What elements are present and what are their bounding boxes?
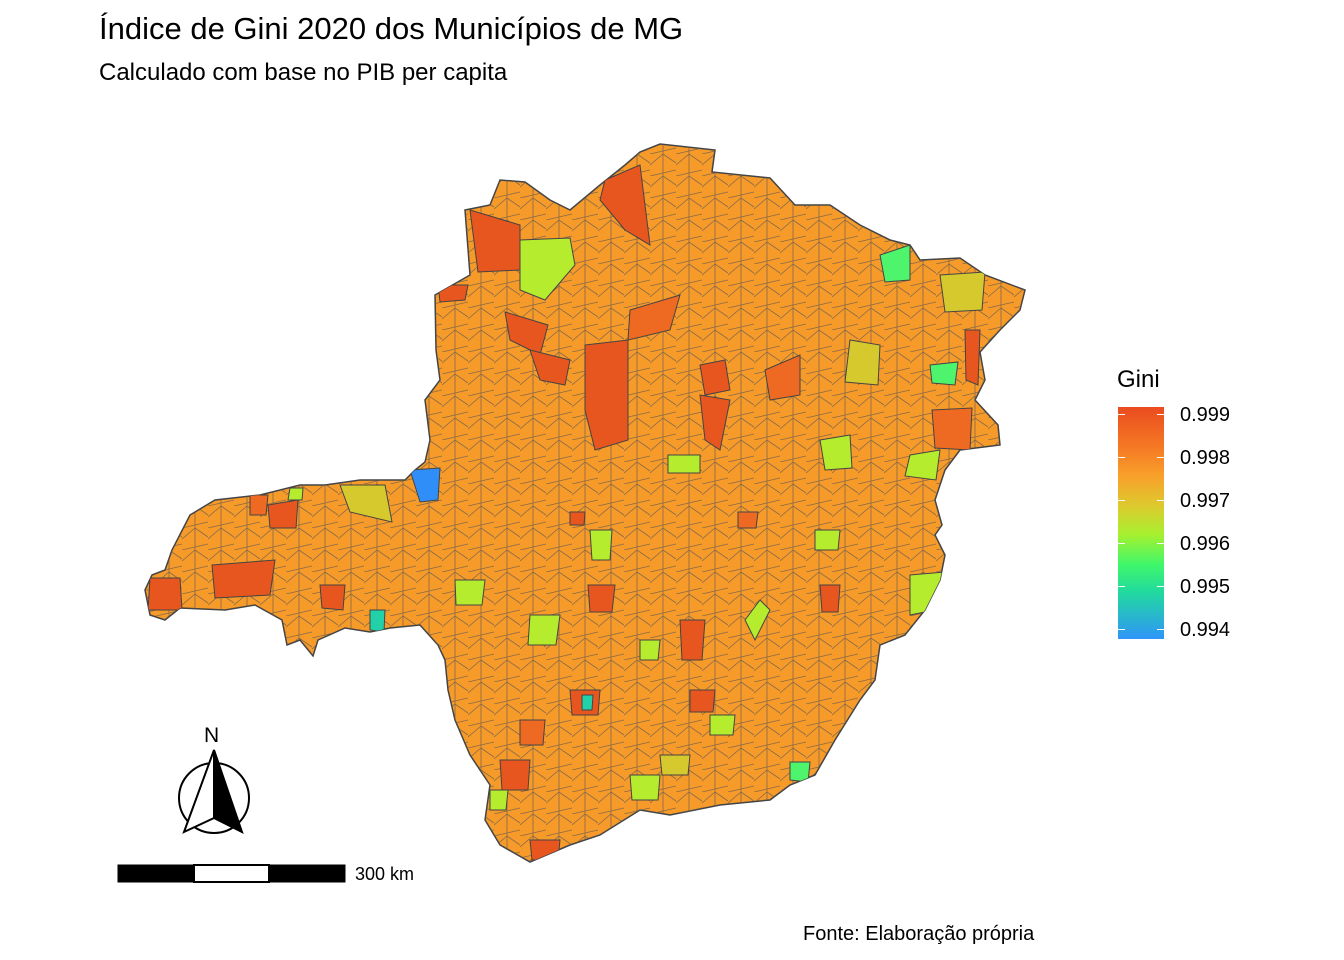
municipality-region — [819, 584, 841, 613]
legend-tick-right — [1157, 457, 1164, 458]
municipality-region — [929, 361, 959, 386]
legend-label: 0.995 — [1180, 576, 1231, 598]
municipality-region — [249, 494, 269, 516]
municipality-region — [939, 271, 986, 313]
municipality-region — [287, 487, 304, 501]
municipality-region — [709, 714, 736, 736]
municipality-region — [529, 349, 571, 386]
municipality-region — [569, 511, 586, 526]
legend-tick-right — [1157, 629, 1164, 630]
municipality-region — [699, 394, 731, 451]
municipality-region — [147, 577, 183, 611]
municipality-region — [599, 164, 651, 246]
north-arrow-icon — [178, 749, 250, 834]
legend-title: Gini — [1117, 366, 1160, 393]
source-caption: Fonte: Elaboração própria — [803, 923, 1035, 945]
municipality-region — [909, 571, 946, 616]
municipality-region — [879, 244, 911, 283]
legend-tick-right — [1157, 543, 1164, 544]
municipality-region — [627, 294, 681, 341]
legend-tick-right — [1157, 500, 1164, 501]
municipality-region — [527, 614, 561, 646]
municipality-region — [844, 339, 881, 386]
municipality-region — [454, 579, 486, 606]
legend-label: 0.998 — [1180, 447, 1231, 469]
municipality-region — [581, 694, 594, 711]
municipality-region — [584, 339, 629, 451]
legend-tick-left — [1118, 500, 1125, 501]
legend-colorbar — [1118, 407, 1164, 639]
municipality-region — [589, 529, 613, 561]
municipality-region — [267, 499, 299, 529]
municipality-region — [659, 754, 691, 776]
municipality-region — [744, 599, 771, 642]
legend-tick-left — [1118, 414, 1125, 415]
scale-label: 300 km — [355, 864, 415, 884]
municipality-region — [587, 584, 616, 613]
municipality-region — [519, 719, 546, 746]
municipality-region — [409, 467, 441, 503]
legend-tick-left — [1118, 586, 1125, 587]
municipality-region — [814, 529, 841, 551]
map-title: Índice de Gini 2020 dos Municípios de MG — [99, 11, 684, 46]
municipality-region — [629, 774, 661, 801]
municipality-region — [689, 689, 716, 713]
municipality-region — [319, 584, 346, 611]
municipality-region — [369, 609, 386, 633]
legend-tick-left — [1118, 629, 1125, 630]
legend-tick-left — [1118, 457, 1125, 458]
scale-bar — [117, 864, 346, 883]
legend-label: 0.997 — [1180, 490, 1231, 512]
municipality-region — [519, 237, 576, 301]
municipality-region — [931, 407, 973, 451]
municipality-region — [737, 511, 759, 529]
legend-tick-right — [1157, 586, 1164, 587]
municipality-region — [964, 329, 981, 386]
municipality-region — [499, 759, 531, 791]
legend-label: 0.994 — [1180, 619, 1231, 641]
legend-label: 0.999 — [1180, 404, 1231, 426]
municipality-region — [764, 354, 801, 401]
municipality-region — [489, 789, 509, 811]
municipality-region — [679, 619, 706, 661]
municipality-region — [339, 484, 393, 523]
municipality-region — [699, 359, 731, 396]
municipality-region — [529, 839, 561, 861]
north-label: N — [204, 724, 220, 747]
municipality-region — [211, 559, 276, 599]
map-subtitle: Calculado com base no PIB per capita — [99, 59, 508, 86]
legend-tick-left — [1118, 543, 1125, 544]
municipality-region — [904, 449, 941, 481]
legend-tick-right — [1157, 414, 1164, 415]
municipality-region — [437, 284, 469, 303]
legend-label: 0.996 — [1180, 533, 1231, 555]
municipality-region — [667, 454, 701, 474]
municipality-region — [639, 639, 661, 661]
municipality-region — [819, 434, 853, 471]
